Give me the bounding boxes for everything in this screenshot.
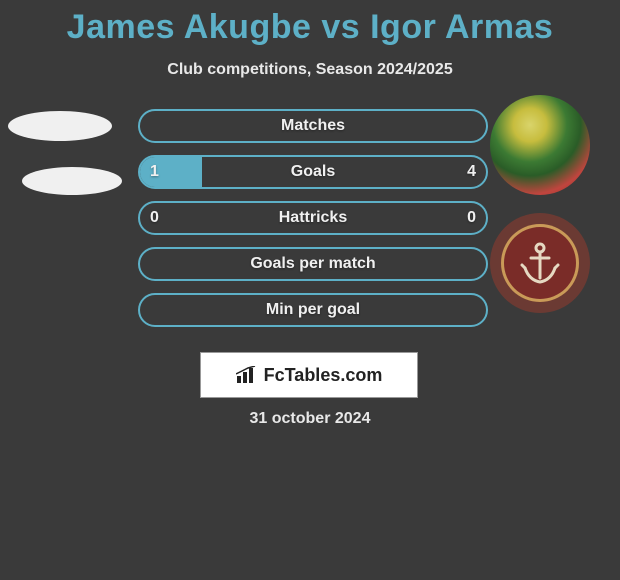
bar-value-left: 1 bbox=[150, 157, 159, 187]
stat-bar-min-per-goal: Min per goal bbox=[138, 293, 488, 327]
bar-label: Goals per match bbox=[140, 249, 486, 279]
stat-bar-goals: Goals1 4 bbox=[138, 155, 488, 189]
player-photo-right bbox=[490, 95, 590, 195]
site-attribution: FcTables.com bbox=[200, 352, 418, 398]
comparison-area: Matches Goals1 4 Hattricks0 0 Goals per match… bbox=[0, 105, 620, 335]
bar-label: Hattricks bbox=[140, 203, 486, 233]
page-subtitle: Club competitions, Season 2024/2025 bbox=[0, 61, 620, 79]
left-placeholder-oval-1 bbox=[8, 111, 112, 141]
bar-label: Min per goal bbox=[140, 295, 486, 325]
bar-value-left: 0 bbox=[150, 203, 159, 233]
anchor-icon bbox=[517, 240, 563, 286]
site-label: FcTables.com bbox=[264, 365, 383, 386]
club-badge bbox=[490, 213, 590, 313]
stat-bar-matches: Matches bbox=[138, 109, 488, 143]
bar-value-right: 0 bbox=[467, 203, 476, 233]
date-label: 31 october 2024 bbox=[0, 410, 620, 428]
bar-label: Goals bbox=[140, 157, 486, 187]
bar-chart-icon bbox=[236, 366, 258, 384]
left-placeholder-oval-2 bbox=[22, 167, 122, 195]
bar-value-right: 4 bbox=[467, 157, 476, 187]
shield-icon bbox=[501, 224, 579, 302]
stat-bar-hattricks: Hattricks0 0 bbox=[138, 201, 488, 235]
stat-bar-goals-per-match: Goals per match bbox=[138, 247, 488, 281]
page-title: James Akugbe vs Igor Armas bbox=[0, 0, 620, 47]
bar-label: Matches bbox=[140, 111, 486, 141]
